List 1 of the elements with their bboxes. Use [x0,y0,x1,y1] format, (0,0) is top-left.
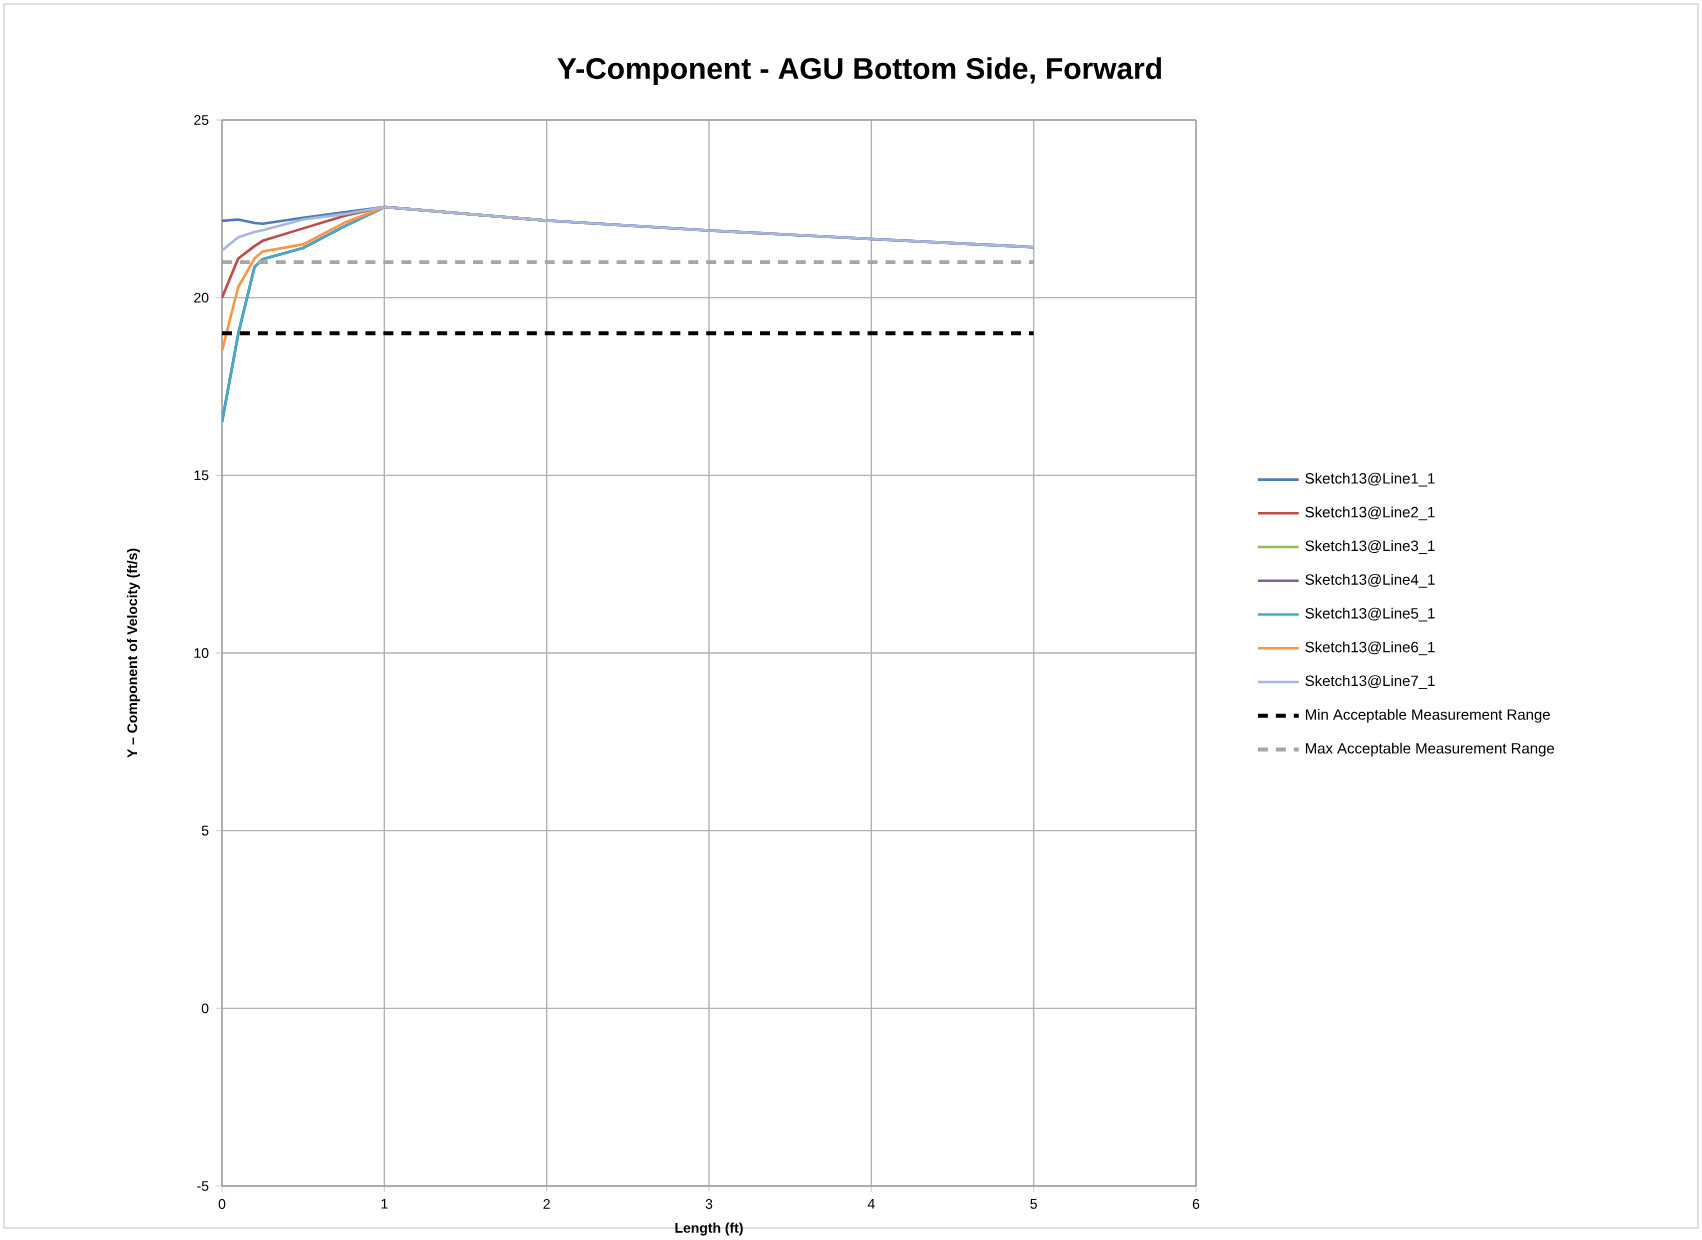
chart-title: Y-Component - AGU Bottom Side, Forward [557,57,1161,86]
